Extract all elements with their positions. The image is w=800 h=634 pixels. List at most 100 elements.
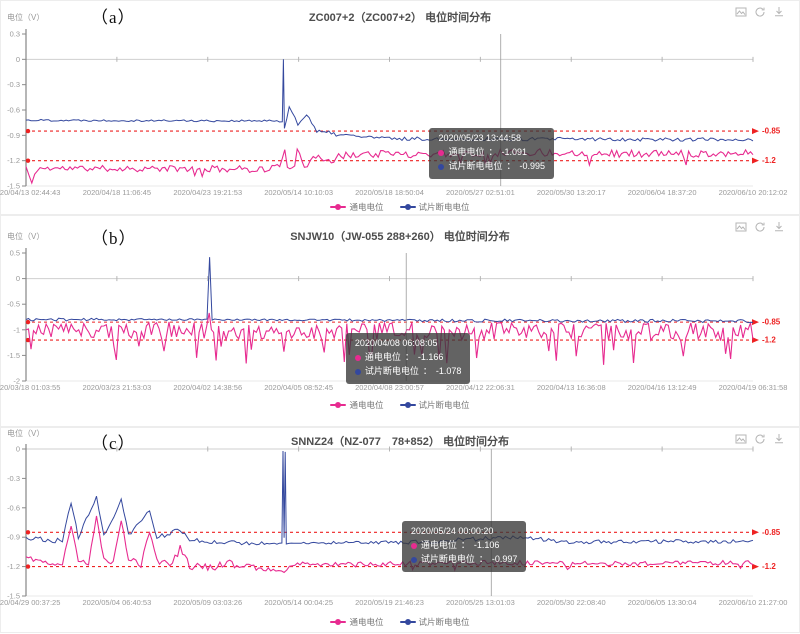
x-tick-label: 2020/04/18 11:06:45 (82, 188, 152, 197)
svg-text:0: 0 (16, 274, 20, 283)
x-tick-label: 2020/05/19 21:46:23 (355, 598, 424, 607)
restore-icon[interactable] (754, 221, 766, 233)
x-tick-label: 2020/05/09 03:03:26 (173, 598, 243, 607)
legend-marker-icon (399, 619, 416, 625)
legend-label: 通电电位 (349, 617, 384, 627)
x-tick-label: 2020/04/23 19:21:53 (173, 188, 243, 197)
download-icon[interactable] (773, 6, 785, 18)
legend-label: 试片断电电位 (418, 400, 470, 410)
svg-text:-0.85: -0.85 (762, 127, 781, 136)
svg-text:0.5: 0.5 (10, 249, 20, 258)
download-icon[interactable] (773, 433, 785, 445)
svg-text:-1.2: -1.2 (762, 156, 776, 165)
legend-label: 试片断电电位 (418, 617, 470, 627)
download-icon[interactable] (773, 221, 785, 233)
restore-icon[interactable] (754, 6, 766, 18)
y-axis-name: 电位（V） (7, 13, 45, 22)
svg-text:-0.6: -0.6 (7, 503, 20, 512)
legend-item[interactable]: 通电电位 (330, 616, 384, 628)
chart-legend: 通电电位 试片断电电位 (1, 616, 799, 628)
x-tick-label: 2020/04/29 00:37:25 (0, 598, 61, 607)
svg-text:-1.5: -1.5 (7, 592, 20, 601)
x-tick-label: 2020/05/30 22:08:40 (536, 598, 606, 607)
x-axis-labels: 2020/04/13 02:44:43 2020/04/18 11:06:45 20… (0, 188, 799, 198)
panel-label: （a） (91, 8, 136, 27)
x-tick-label: 2020/04/13 02:44:43 (0, 188, 61, 197)
chart-panel-c: （c） SNNZ24（NZ-077 78+852） 电位时间分布 电位（V） 0… (0, 427, 800, 633)
legend-marker-icon (399, 402, 416, 408)
plot-area[interactable]: 0.5 0 -0.5 -1 -1.5 -2 -0.85 -1.2 (1, 216, 799, 426)
svg-text:-0.6: -0.6 (7, 106, 20, 115)
x-tick-label: 2020/03/23 21:53:03 (82, 383, 152, 392)
svg-text:-0.3: -0.3 (7, 474, 20, 483)
x-tick-label: 2020/05/25 13:01:03 (445, 598, 515, 607)
x-tick-label: 2020/04/12 22:06:31 (445, 383, 515, 392)
svg-text:-1.2: -1.2 (762, 336, 776, 345)
svg-text:-1.5: -1.5 (7, 351, 20, 360)
legend-item[interactable]: 通电电位 (330, 201, 384, 213)
x-tick-label: 2020/05/14 00:04:25 (264, 598, 334, 607)
legend-item[interactable]: 试片断电电位 (399, 616, 470, 628)
x-tick-label: 2020/03/18 01:03:55 (0, 383, 61, 392)
chart-toolbox (735, 221, 785, 233)
restore-icon[interactable] (754, 433, 766, 445)
x-tick-label: 2020/04/02 14:38:56 (173, 383, 243, 392)
legend-item[interactable]: 通电电位 (330, 399, 384, 411)
legend-item[interactable]: 试片断电电位 (399, 201, 470, 213)
legend-marker-icon (330, 204, 347, 210)
svg-text:-1.5: -1.5 (7, 182, 20, 191)
x-tick-label: 2020/06/05 13:30:04 (627, 598, 697, 607)
svg-text:0.3: 0.3 (10, 30, 20, 39)
panel-label: （c） (91, 434, 136, 453)
legend-label: 通电电位 (349, 202, 384, 212)
x-tick-label: 2020/04/16 13:12:49 (627, 383, 697, 392)
chart-toolbox (735, 433, 785, 445)
svg-text:-2: -2 (13, 377, 20, 386)
chart-title: SNJW10（JW-055 288+260） 电位时间分布 (290, 231, 510, 243)
chart-legend: 通电电位 试片断电电位 (1, 201, 799, 213)
save-image-icon[interactable] (735, 6, 747, 18)
svg-text:-0.3: -0.3 (7, 80, 20, 89)
x-tick-label: 2020/06/10 20:12:02 (718, 188, 788, 197)
x-axis-labels: 2020/04/29 00:37:25 2020/05/04 06:40:53 20… (0, 598, 799, 608)
x-tick-label: 2020/05/04 06:40:53 (82, 598, 152, 607)
x-tick-label: 2020/05/18 18:50:04 (355, 188, 424, 197)
svg-text:-0.85: -0.85 (762, 318, 781, 327)
svg-text:0: 0 (16, 445, 20, 454)
chart-title: ZC007+2（ZC007+2） 电位时间分布 (308, 12, 492, 24)
svg-text:-0.5: -0.5 (7, 300, 20, 309)
legend-marker-icon (399, 204, 416, 210)
svg-text:-1.2: -1.2 (7, 562, 20, 571)
chart-svg: 0.5 0 -0.5 -1 -1.5 -2 -0.85 -1.2 (7, 248, 781, 386)
plot-area[interactable]: 0.3 0 -0.3 -0.6 -0.9 -1.2 -1.5 -0.85 -1.2 (1, 1, 799, 214)
plot-area[interactable]: 0 -0.3 -0.6 -0.9 -1.2 -1.5 -0.85 -1.2 (1, 428, 799, 632)
legend-item[interactable]: 试片断电电位 (399, 399, 470, 411)
x-tick-label: 2020/04/08 23:00:57 (355, 383, 424, 392)
save-image-icon[interactable] (735, 433, 747, 445)
y-axis-name: 电位（V） (7, 429, 45, 438)
x-tick-label: 2020/05/30 13:20:17 (536, 188, 606, 197)
svg-text:-1: -1 (13, 325, 20, 334)
legend-marker-icon (330, 402, 347, 408)
legend-marker-icon (330, 619, 347, 625)
svg-text:-1.2: -1.2 (762, 562, 776, 571)
chart-svg: 0 -0.3 -0.6 -0.9 -1.2 -1.5 -0.85 -1.2 (7, 444, 781, 601)
svg-text:-0.9: -0.9 (7, 131, 20, 140)
x-tick-label: 2020/04/13 16:36:08 (536, 383, 606, 392)
legend-label: 试片断电电位 (418, 202, 470, 212)
x-tick-label: 2020/04/19 06:31:58 (718, 383, 788, 392)
panel-label: （b） (91, 229, 137, 248)
svg-text:-0.9: -0.9 (7, 533, 20, 542)
legend-label: 通电电位 (349, 400, 384, 410)
chart-panel-a: （a） ZC007+2（ZC007+2） 电位时间分布 电位（V） 0.3 0 -0… (0, 0, 800, 215)
chart-panel-b: （b） SNJW10（JW-055 288+260） 电位时间分布 电位（V） … (0, 215, 800, 427)
x-tick-label: 2020/06/04 18:37:20 (627, 188, 697, 197)
svg-text:0: 0 (16, 55, 20, 64)
y-axis-name: 电位（V） (7, 232, 45, 241)
chart-title: SNNZ24（NZ-077 78+852） 电位时间分布 (291, 436, 509, 448)
svg-text:-0.85: -0.85 (762, 528, 781, 537)
x-tick-label: 2020/05/27 02:51:01 (445, 188, 515, 197)
chart-toolbox (735, 6, 785, 18)
save-image-icon[interactable] (735, 221, 747, 233)
x-tick-label: 2020/06/10 21:27:00 (718, 598, 788, 607)
